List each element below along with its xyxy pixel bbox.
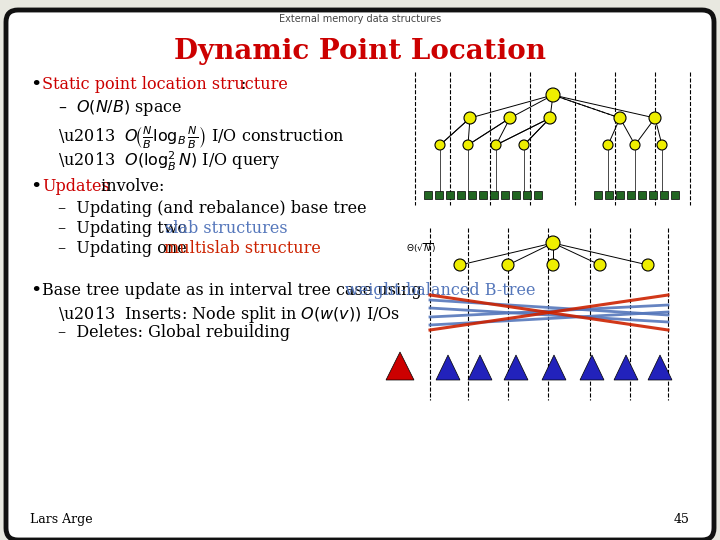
Text: –  Updating one: – Updating one xyxy=(58,240,192,257)
Bar xyxy=(660,191,668,199)
Circle shape xyxy=(491,140,501,150)
Bar xyxy=(534,191,542,199)
Text: weight-balanced B-tree: weight-balanced B-tree xyxy=(345,282,536,299)
Text: Static point location structure: Static point location structure xyxy=(42,76,288,93)
Bar xyxy=(424,191,432,199)
Text: –  Updating (and rebalance) base tree: – Updating (and rebalance) base tree xyxy=(58,200,366,217)
Circle shape xyxy=(603,140,613,150)
Polygon shape xyxy=(468,355,492,380)
Text: multislab structure: multislab structure xyxy=(164,240,321,257)
Bar xyxy=(638,191,646,199)
Text: involve:: involve: xyxy=(96,178,164,195)
Bar xyxy=(649,191,657,199)
Circle shape xyxy=(464,112,476,124)
Circle shape xyxy=(504,112,516,124)
Circle shape xyxy=(546,88,560,102)
Text: External memory data structures: External memory data structures xyxy=(279,14,441,24)
Bar xyxy=(457,191,465,199)
Circle shape xyxy=(614,112,626,124)
Circle shape xyxy=(649,112,661,124)
Bar xyxy=(594,191,602,199)
Text: –  $O(N/B)$ space: – $O(N/B)$ space xyxy=(58,98,182,118)
Circle shape xyxy=(594,259,606,271)
Bar xyxy=(490,191,498,199)
Text: •: • xyxy=(30,178,41,196)
Bar xyxy=(523,191,531,199)
Circle shape xyxy=(463,140,473,150)
Circle shape xyxy=(657,140,667,150)
Circle shape xyxy=(454,259,466,271)
Polygon shape xyxy=(648,355,672,380)
Bar xyxy=(435,191,443,199)
Circle shape xyxy=(502,259,514,271)
Text: :: : xyxy=(240,76,246,93)
Text: Lars Arge: Lars Arge xyxy=(30,513,93,526)
Circle shape xyxy=(630,140,640,150)
Bar xyxy=(479,191,487,199)
Circle shape xyxy=(642,259,654,271)
Polygon shape xyxy=(614,355,638,380)
Text: \u2013  $O\!\left(\frac{N}{B}\log_B \frac{N}{B}\right)$ I/O construction: \u2013 $O\!\left(\frac{N}{B}\log_B \frac… xyxy=(58,124,345,150)
Bar xyxy=(605,191,613,199)
Circle shape xyxy=(519,140,529,150)
Bar xyxy=(627,191,635,199)
Text: Dynamic Point Location: Dynamic Point Location xyxy=(174,38,546,65)
FancyBboxPatch shape xyxy=(6,10,714,540)
Circle shape xyxy=(435,140,445,150)
Bar xyxy=(512,191,520,199)
Bar xyxy=(616,191,624,199)
Text: Base tree update as in interval tree case using: Base tree update as in interval tree cas… xyxy=(42,282,427,299)
Text: \u2013  $O(\log_B^2 N)$ I/O query: \u2013 $O(\log_B^2 N)$ I/O query xyxy=(58,150,281,173)
Circle shape xyxy=(546,236,560,250)
Polygon shape xyxy=(542,355,566,380)
Polygon shape xyxy=(504,355,528,380)
Bar xyxy=(501,191,509,199)
Text: slab structures: slab structures xyxy=(165,220,287,237)
Text: $\Theta(\sqrt{N})$: $\Theta(\sqrt{N})$ xyxy=(406,241,436,255)
Text: Updates: Updates xyxy=(42,178,109,195)
Text: •: • xyxy=(30,282,41,300)
Bar xyxy=(671,191,679,199)
Text: \u2013  Inserts: Node split in $O(w(v))$ I/Os: \u2013 Inserts: Node split in $O(w(v))$ … xyxy=(58,304,400,325)
Text: 45: 45 xyxy=(674,513,690,526)
Text: –  Updating two: – Updating two xyxy=(58,220,192,237)
Polygon shape xyxy=(580,355,604,380)
Text: •: • xyxy=(30,76,41,94)
Circle shape xyxy=(547,259,559,271)
Bar xyxy=(468,191,476,199)
Polygon shape xyxy=(386,352,414,380)
Bar xyxy=(446,191,454,199)
Circle shape xyxy=(544,112,556,124)
Text: –  Deletes: Global rebuilding: – Deletes: Global rebuilding xyxy=(58,324,290,341)
Polygon shape xyxy=(436,355,460,380)
